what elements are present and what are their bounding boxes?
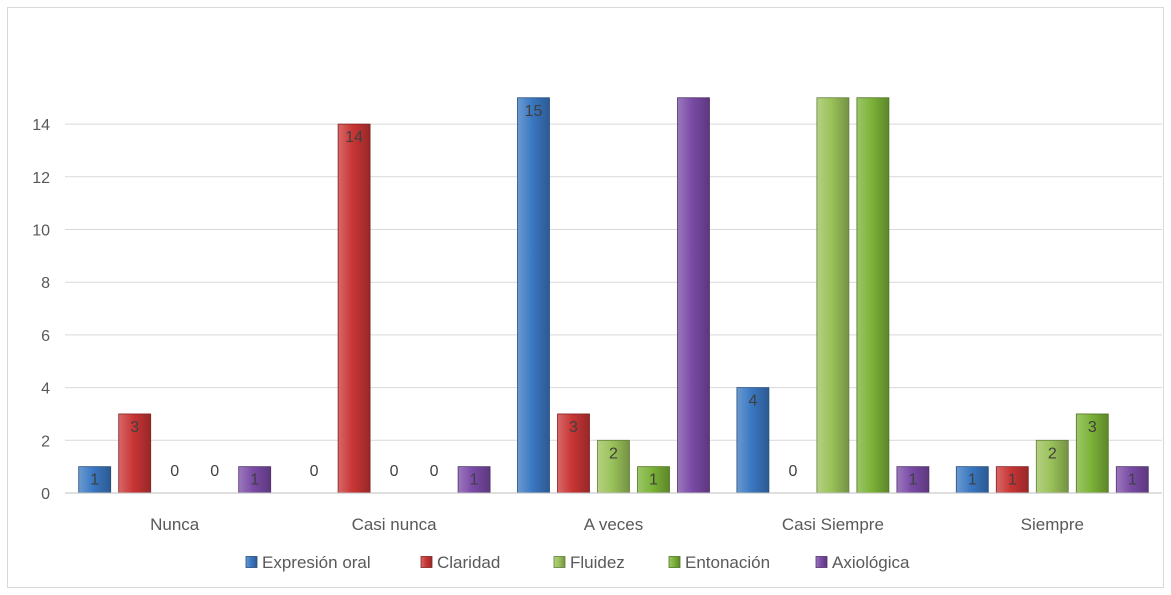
y-tick-label: 14 — [32, 117, 50, 134]
data-label: 0 — [788, 463, 797, 480]
y-tick-label: 10 — [32, 223, 50, 240]
legend-label: Expresión oral — [262, 553, 371, 572]
data-label: 1 — [1008, 472, 1017, 489]
legend-swatch — [420, 556, 433, 568]
data-label: 1 — [250, 472, 259, 489]
bar — [78, 466, 112, 494]
data-label: 0 — [170, 463, 179, 480]
legend-label: Fluidez — [570, 553, 625, 572]
legend-label: Claridad — [437, 553, 500, 572]
category-label: Casi nunca — [352, 515, 438, 534]
legend-swatch — [668, 556, 681, 568]
category-label: A veces — [584, 515, 644, 534]
data-label: 3 — [569, 419, 578, 436]
category-label: Nunca — [150, 515, 200, 534]
data-label: 0 — [430, 463, 439, 480]
bar — [1075, 413, 1109, 494]
bar — [118, 413, 152, 494]
category-labels: Nunca Casi nunca A veces Casi Siempre Siempr… — [150, 515, 1084, 534]
legend-label: Entonación — [685, 553, 770, 572]
bar — [517, 97, 550, 494]
bar — [896, 466, 930, 494]
bar — [995, 466, 1029, 494]
legend-swatch — [553, 556, 566, 568]
bar — [557, 413, 590, 494]
data-label: 1 — [649, 472, 658, 489]
bar — [337, 123, 371, 494]
data-label: 2 — [609, 445, 618, 462]
legend-label: Axiológica — [832, 553, 910, 572]
data-label: 3 — [130, 419, 139, 436]
legend: Expresión oral Claridad Fluidez Entonación A… — [245, 553, 910, 572]
bars — [78, 97, 1149, 494]
bar — [457, 466, 491, 494]
data-label: 0 — [390, 463, 399, 480]
category-label: Casi Siempre — [782, 515, 884, 534]
y-tick-label: 12 — [32, 170, 50, 187]
bar — [1115, 466, 1149, 494]
data-label: 15 — [525, 103, 543, 120]
data-label: 1 — [90, 472, 99, 489]
data-label: 0 — [310, 463, 319, 480]
data-label: 3 — [1088, 419, 1097, 436]
bar — [637, 466, 670, 494]
legend-swatch — [815, 556, 828, 568]
data-label: 1 — [1128, 472, 1137, 489]
category-label: Siempre — [1021, 515, 1084, 534]
bar — [1035, 439, 1069, 494]
data-label: 0 — [210, 463, 219, 480]
y-axis-ticks: 0 2 4 6 8 10 12 14 — [32, 117, 50, 503]
data-label: 14 — [345, 129, 363, 146]
data-label: 1 — [968, 472, 977, 489]
bar — [597, 439, 630, 494]
bar — [955, 466, 989, 494]
data-label: 4 — [748, 393, 757, 410]
data-label: 1 — [470, 472, 479, 489]
y-tick-label: 6 — [41, 328, 50, 345]
y-tick-label: 2 — [41, 433, 50, 450]
data-label: 1 — [908, 472, 917, 489]
bar — [856, 97, 890, 494]
gridlines — [65, 123, 1162, 441]
data-label: 2 — [1048, 445, 1057, 462]
y-tick-label: 0 — [41, 486, 50, 503]
bar — [816, 97, 850, 494]
legend-swatch — [245, 556, 258, 568]
bar — [677, 97, 710, 494]
y-tick-label: 8 — [41, 275, 50, 292]
y-tick-label: 4 — [41, 381, 50, 398]
